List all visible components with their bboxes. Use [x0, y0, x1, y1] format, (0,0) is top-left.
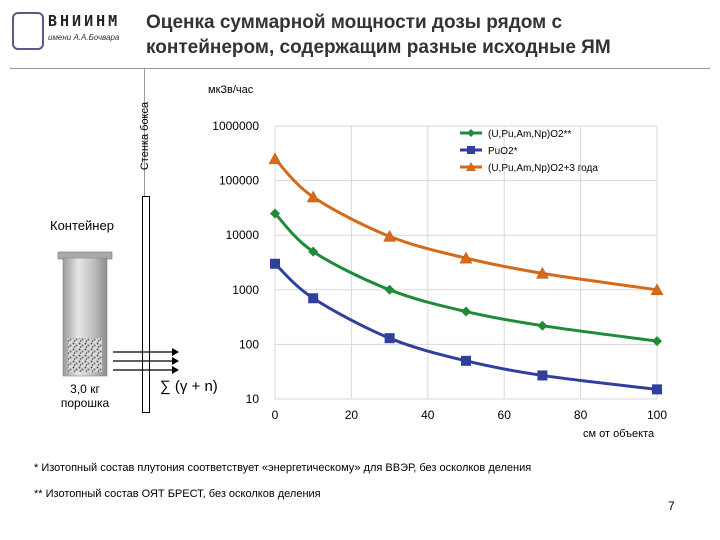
- y-tick-label-0: 10: [246, 392, 260, 406]
- radiation-arrowhead-2: [172, 357, 179, 365]
- x-tick-label-5: 100: [647, 408, 667, 422]
- legend-marker-2: [466, 162, 476, 171]
- radiation-arrowhead-3: [172, 366, 179, 374]
- series-0-point-4: [537, 320, 548, 331]
- series-2-point-3: [459, 251, 473, 264]
- series-2-point-4: [535, 266, 549, 279]
- series-0-point-5: [652, 336, 662, 347]
- y-tick-label-1: 100: [239, 337, 259, 351]
- legend-label-0: (U,Pu,Am,Np)O2**: [488, 129, 571, 140]
- powder-fill: [68, 338, 102, 372]
- legend-marker-0: [467, 129, 475, 137]
- wall-top-line: [144, 68, 145, 196]
- y-tick-label-5: 1000000: [212, 119, 259, 133]
- x-tick-label-1: 20: [345, 408, 359, 422]
- logo-text: ВНИИНМ: [48, 12, 121, 30]
- logo-subtitle: имени А.А.Бочвара: [48, 33, 120, 42]
- amount-line-2: порошка: [60, 396, 110, 410]
- amount-line-1: 3,0 кг: [70, 382, 100, 396]
- series-1-point-3: [461, 355, 471, 366]
- powder-amount: 3,0 кг порошка: [55, 382, 115, 410]
- series-0-point-3: [461, 306, 471, 317]
- container-label: Контейнер: [50, 218, 114, 233]
- footnote-1: * Изотопный состав плутония соответствуе…: [34, 462, 532, 474]
- x-axis-label: см от объекта: [583, 428, 655, 440]
- x-tick-label-0: 0: [272, 408, 279, 422]
- x-tick-label-3: 60: [498, 408, 512, 422]
- title-line-2: контейнером, содержащим разные исходные …: [146, 37, 611, 58]
- series-1-point-0: [270, 258, 280, 269]
- title-line-1: Оценка суммарной мощности дозы рядом с: [146, 12, 563, 33]
- page-title: Оценка суммарной мощности дозы рядом с к…: [146, 10, 706, 60]
- y-tick-label-2: 1000: [232, 283, 259, 297]
- series-0-point-2: [384, 284, 395, 295]
- x-tick-label-4: 80: [574, 408, 588, 422]
- series-1-point-2: [384, 333, 395, 344]
- legend-marker-1: [467, 146, 475, 154]
- radiation-formula: ∑ (γ + n): [160, 378, 218, 395]
- box-wall: [142, 196, 150, 413]
- series-line-0: [273, 212, 658, 343]
- y-tick-label-4: 100000: [219, 174, 259, 188]
- y-axis-label: мкЗв/час: [208, 84, 254, 96]
- footnote-2: ** Изотопный состав ОЯТ БРЕСТ, без оскол…: [34, 488, 321, 500]
- series-0-point-1: [308, 246, 319, 257]
- series-1-point-1: [308, 293, 319, 304]
- series-2-point-0: [268, 152, 282, 165]
- y-tick-label-3: 10000: [226, 228, 260, 242]
- header-divider: [10, 68, 710, 69]
- legend-label-1: PuO2*: [488, 146, 518, 157]
- series-line-2: [273, 157, 658, 292]
- radiation-arrowhead-1: [172, 348, 179, 356]
- x-tick-label-2: 40: [421, 408, 435, 422]
- series-2-point-2: [383, 229, 397, 242]
- series-2-point-5: [650, 283, 664, 296]
- series-1-point-5: [652, 384, 662, 395]
- page-number: 7: [668, 499, 675, 513]
- legend-label-2: (U,Pu,Am,Np)O2+3 года: [488, 163, 598, 174]
- series-1-point-4: [537, 370, 548, 381]
- series-2-point-1: [306, 190, 320, 203]
- logo-emblem: [12, 12, 44, 50]
- series-0-point-0: [270, 208, 280, 219]
